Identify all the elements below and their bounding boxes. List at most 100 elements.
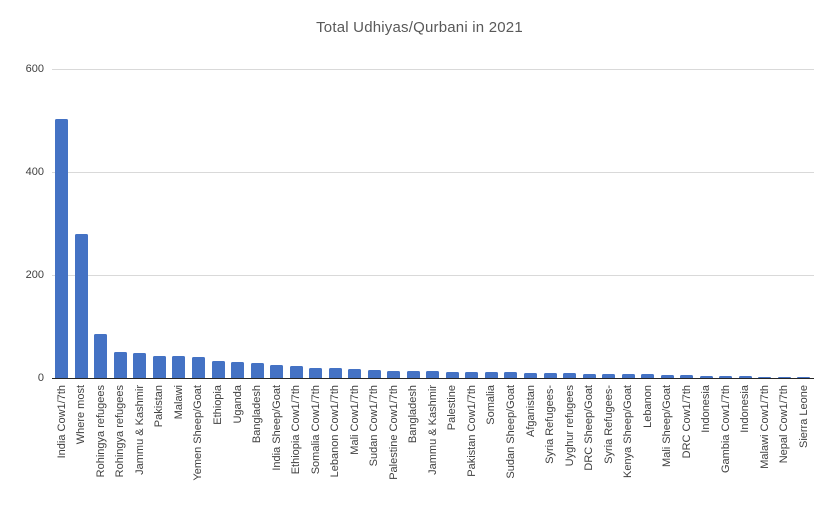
bar — [660, 374, 674, 378]
bar — [524, 372, 538, 378]
bar-cell — [130, 69, 150, 378]
bar — [133, 353, 147, 378]
x-tick-label: Malawi Cow1/7th — [758, 385, 771, 469]
x-tick-label: India Cow1/7th — [55, 385, 68, 459]
x-label-cell: Palestine Cow1/7th — [384, 381, 404, 515]
chart-title: Total Udhiyas/Qurbani in 2021 — [316, 19, 523, 36]
x-tick-label: Yemen Sheep/Goat — [192, 385, 205, 481]
bar — [94, 334, 108, 378]
x-tick-label: Uyghur refugees — [563, 385, 576, 467]
bar — [211, 361, 225, 378]
bar — [797, 377, 811, 378]
bar — [563, 373, 577, 378]
x-label-cell: Uyghur refugees — [560, 381, 580, 515]
bar-cell — [794, 69, 814, 378]
x-label-cell: Rohingya refugees — [91, 381, 111, 515]
bar — [387, 370, 401, 378]
x-label-cell: Afganistan — [521, 381, 541, 515]
x-label-cell: Gambia Cow1/7th — [716, 381, 736, 515]
x-tick-label: Gambia Cow1/7th — [719, 385, 732, 474]
x-label-cell: Indonesia — [736, 381, 756, 515]
x-tick-label: Lebanon — [641, 385, 654, 428]
bar-cell — [208, 69, 228, 378]
x-label-cell: Lebanon — [638, 381, 658, 515]
x-label-cell: Syria Refugees- — [540, 381, 560, 515]
bar-cell — [72, 69, 92, 378]
bar — [113, 352, 127, 378]
bar-cell — [111, 69, 131, 378]
x-tick-label: Indonesia — [700, 385, 713, 433]
x-label-cell: Palestine — [443, 381, 463, 515]
x-label-cell: Kenya Sheep/Goat — [618, 381, 638, 515]
y-tick-label: 600 — [25, 63, 44, 75]
bar-cell — [325, 69, 345, 378]
bar — [504, 372, 518, 378]
bar-cell — [657, 69, 677, 378]
x-label-cell: Ethiopia — [208, 381, 228, 515]
bar-cell — [286, 69, 306, 378]
x-label-cell: Mali Sheep/Goat — [657, 381, 677, 515]
x-tick-label: Pakistan Cow1/7th — [465, 385, 478, 477]
x-label-cell: Where most — [72, 381, 92, 515]
y-tick-label: 0 — [37, 372, 44, 384]
x-tick-label: Palestine Cow1/7th — [387, 385, 400, 480]
bar-cell — [306, 69, 326, 378]
x-tick-label: Afganistan — [524, 385, 537, 437]
bar-cell — [189, 69, 209, 378]
plot-area — [52, 69, 814, 379]
bar-cell — [365, 69, 385, 378]
x-tick-label: DRC Cow1/7th — [680, 385, 693, 459]
bar — [231, 362, 245, 378]
bar-cell — [540, 69, 560, 378]
x-label-cell: Somalia Cow1/7th — [306, 381, 326, 515]
y-tick-label: 400 — [25, 166, 44, 178]
bar — [328, 368, 342, 378]
bar-cell — [638, 69, 658, 378]
x-axis: India Cow1/7th Where most Rohingya refugee… — [52, 381, 814, 515]
x-label-cell: DRC Cow1/7th — [677, 381, 697, 515]
bar — [758, 376, 772, 378]
bar — [152, 355, 166, 378]
x-tick-label: Syria Refugees- — [544, 385, 557, 464]
x-label-cell: Yemen Sheep/Goat — [189, 381, 209, 515]
y-tick-label: 200 — [25, 269, 44, 281]
x-tick-label: Sudan Sheep/Goat — [504, 385, 517, 479]
x-tick-label: Indonesia — [739, 385, 752, 433]
bar-cell — [736, 69, 756, 378]
x-tick-label: Mali Sheep/Goat — [661, 385, 674, 467]
y-axis: 0 200 400 600 — [0, 63, 44, 384]
bar-cell — [404, 69, 424, 378]
gridline-400 — [52, 172, 814, 173]
x-tick-label: Uganda — [231, 385, 244, 424]
bar-cell — [150, 69, 170, 378]
x-label-cell: DRC Sheep/Goat — [579, 381, 599, 515]
x-label-cell: Nepal Cow1/7th — [775, 381, 795, 515]
x-tick-label: Lebanon Cow1/7th — [329, 385, 342, 478]
bar — [719, 376, 733, 378]
x-label-cell: India Sheep/Goat — [267, 381, 287, 515]
bar — [348, 368, 362, 378]
x-tick-label: Syria Refugees- — [602, 385, 615, 464]
bar — [250, 363, 264, 378]
x-label-cell: Pakistan — [150, 381, 170, 515]
x-tick-label: Jammu & Kashmir — [426, 385, 439, 475]
bar-cell — [560, 69, 580, 378]
bar-cell — [521, 69, 541, 378]
x-tick-label: Nepal Cow1/7th — [778, 385, 791, 464]
bar — [680, 375, 694, 378]
bar — [191, 356, 205, 378]
x-label-cell: Indonesia — [697, 381, 717, 515]
x-tick-label: DRC Sheep/Goat — [583, 385, 596, 471]
bar-cell — [169, 69, 189, 378]
x-label-cell: Malawi Cow1/7th — [755, 381, 775, 515]
bar-cell — [599, 69, 619, 378]
bar-cell — [501, 69, 521, 378]
x-tick-label: Pakistan — [153, 385, 166, 428]
bar — [406, 371, 420, 378]
x-label-cell: Syria Refugees- — [599, 381, 619, 515]
bar — [641, 374, 655, 378]
x-label-cell: Somalia — [482, 381, 502, 515]
bar — [582, 373, 596, 378]
x-label-cell: Bangladesh — [404, 381, 424, 515]
